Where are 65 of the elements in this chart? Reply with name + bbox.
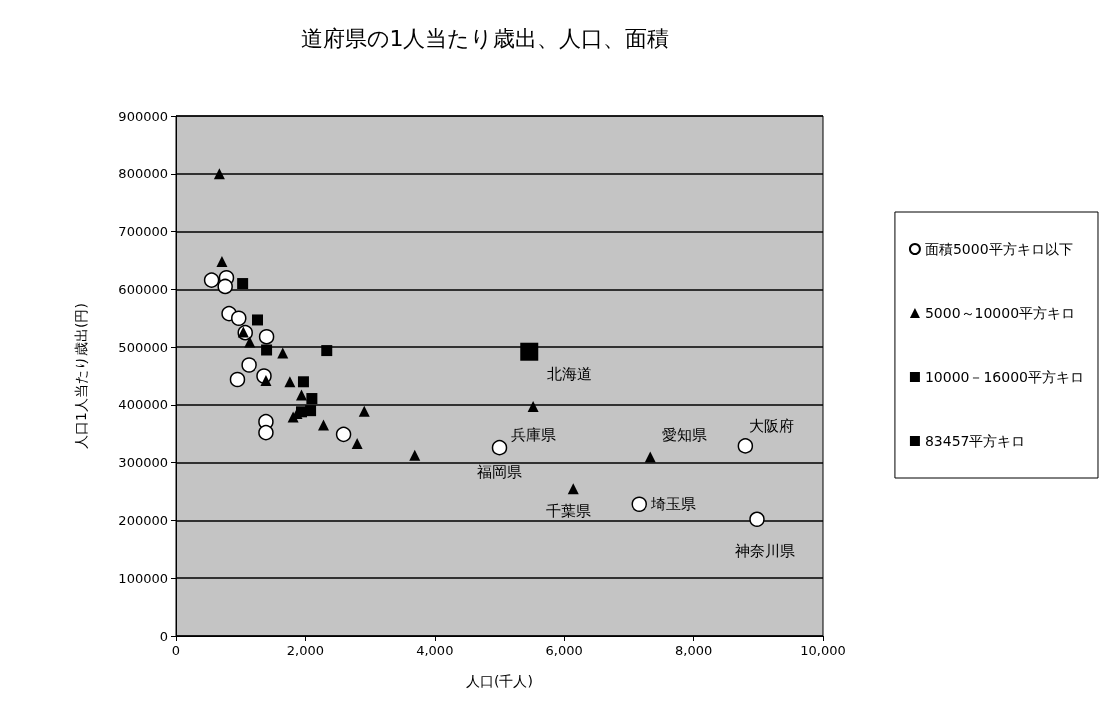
y-tick-label: 500000 [118,339,168,355]
point [737,438,754,454]
x-axis-title: 人口(千人) [466,673,533,689]
point [409,449,421,461]
y-tick-label: 100000 [118,570,168,586]
y-tick-label: 300000 [118,455,168,471]
y-tick-label: 400000 [118,397,168,413]
x-tick-label: 0 [171,643,181,658]
point [258,328,275,345]
point [351,438,363,450]
point [335,426,352,443]
point [216,256,228,268]
legend-label: 10000－16000平方キロ [924,369,1085,385]
point [644,451,656,463]
y-tick-label: 800000 [118,166,168,182]
annotation: 千葉県 [545,501,591,520]
point [213,168,225,180]
legend-label: 面積5000平方キロ以下 [924,241,1073,257]
point [318,419,330,431]
point [258,424,274,441]
x-tick-label: 10,000 [800,643,846,658]
point [217,278,233,295]
y-tick-label: 600000 [118,281,168,297]
annotation: 愛知県 [662,425,708,444]
point [252,314,264,326]
point [631,496,647,513]
y-tick-label: 700000 [118,224,168,240]
legend-label: 5000～10000平方キロ [924,305,1076,321]
point [358,405,370,417]
point [260,375,272,387]
point [749,511,765,528]
point [231,310,247,326]
chart-title: 道府県の1人当たり歳出、人口、面積 [300,25,670,51]
point [261,344,273,356]
annotation: 大阪府 [749,416,795,435]
point [203,272,220,288]
annotation: 北海道 [547,364,593,383]
annotation: 埼玉県 [650,495,697,514]
point [527,401,539,413]
point [277,347,289,359]
x-tick-label: 6,000 [545,643,583,658]
point [567,483,579,495]
annotation: 神奈川県 [735,542,796,561]
point [229,371,246,388]
annotation: 福岡県 [477,462,522,481]
point [520,342,539,361]
y-tick-label: 200000 [118,512,168,528]
annotation: 兵庫県 [510,425,556,444]
point [297,376,309,388]
point [244,336,256,348]
point [305,405,317,417]
x-tick-label: 8,000 [674,643,713,658]
point [321,345,333,357]
y-axis-title: 人口1人当たり歳出(円) [73,303,89,449]
x-tick-label: 4,000 [416,643,454,658]
point [306,393,318,405]
legend-label: 83457平方キロ [924,433,1026,449]
y-tick-label: 900000 [118,108,168,124]
point [284,376,296,388]
point [296,389,308,401]
point [237,278,249,290]
x-tick-label: 2,000 [286,643,325,658]
point [491,439,508,456]
y-tick-label: 0 [159,628,168,644]
point [241,357,257,373]
